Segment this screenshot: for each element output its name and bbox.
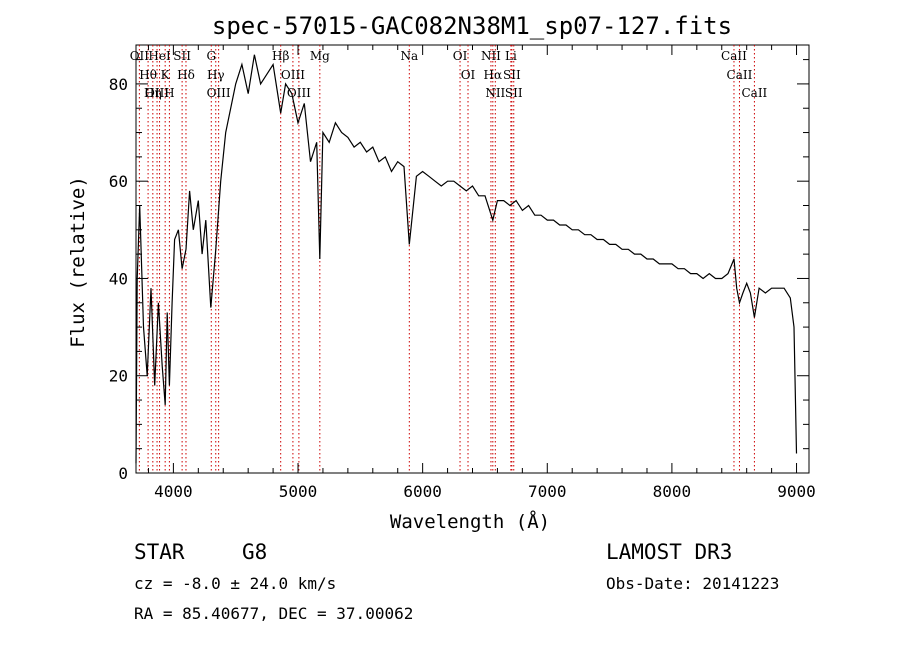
object-class: STAR (134, 540, 185, 564)
x-tick-label: 4000 (154, 482, 193, 501)
spectral-line-label: Mg (310, 49, 330, 63)
spectral-line-label: HeI (148, 49, 171, 63)
y-axis: 0 20 40 60 80 (109, 59, 809, 483)
spectral-line-label: CaII (721, 49, 747, 63)
spectral-line-label: OI (461, 68, 476, 82)
y-tick-label: 40 (109, 269, 128, 288)
spectral-line-label: NII (481, 49, 501, 63)
line-labels: OIIHθHηOIIIHeIKHSIIHδGHγOIIIHβOIIIOIIIMg… (130, 49, 768, 100)
spectral-line-label: Li (505, 49, 517, 63)
spectral-line-label: CaII (741, 86, 767, 100)
spectral-line-label: Hα (484, 68, 503, 82)
y-tick-label: 20 (109, 367, 128, 386)
spectral-line-label: Hγ (207, 68, 225, 82)
x-axis-label: Wavelength (Å) (390, 510, 550, 533)
spectral-line-label: K (161, 68, 171, 82)
x-tick-label: 6000 (403, 482, 442, 501)
spectral-line-label: H (164, 86, 174, 100)
y-tick-label: 60 (109, 172, 128, 191)
coordinates: RA = 85.40677, DEC = 37.00062 (134, 604, 414, 623)
spectral-line-label: Hβ (272, 49, 289, 63)
spectral-line-label: OIII (145, 86, 169, 100)
spectral-line-label: OIII (281, 68, 305, 82)
x-tick-label: 5000 (279, 482, 318, 501)
x-tick-label: 9000 (777, 482, 816, 501)
y-axis-label: Flux (relative) (67, 176, 89, 348)
subclass: G8 (242, 540, 268, 564)
survey-name: LAMOST DR3 (606, 540, 733, 564)
spectral-line-label: CaII (727, 68, 753, 82)
x-tick-label: 8000 (653, 482, 692, 501)
y-tick-label: 0 (118, 464, 128, 483)
observation-date: Obs-Date: 20141223 (606, 574, 780, 593)
x-axis: 4000 5000 6000 7000 8000 9000 (147, 45, 816, 501)
spectral-line-label: Hη (144, 86, 162, 100)
chart-title: spec-57015-GAC082N38M1_sp07-127.fits (212, 12, 732, 40)
spectral-line-label: SII (503, 68, 521, 82)
y-tick-label: 80 (109, 75, 128, 94)
spectral-line-label: Hθ (139, 68, 157, 82)
spectral-line-label: OII (130, 49, 150, 63)
plot-frame (135, 44, 810, 474)
spectral-line-label: Hδ (177, 68, 195, 82)
line-markers (138, 45, 755, 473)
spectral-line-label: OI (453, 49, 468, 63)
spectral-line-label: OIII (207, 86, 231, 100)
spectral-line-label: Na (400, 49, 418, 63)
spectral-line-label: SII (505, 86, 523, 100)
spectrum-series-line (135, 54, 798, 464)
spectral-line-label: OIII (287, 86, 311, 100)
spectral-line-label: G (206, 49, 216, 63)
spectral-line-label: NII (485, 86, 505, 100)
spectral-line-label: SII (173, 49, 191, 63)
redshift-info: cz = -8.0 ± 24.0 km/s (134, 574, 337, 593)
x-tick-label: 7000 (528, 482, 567, 501)
